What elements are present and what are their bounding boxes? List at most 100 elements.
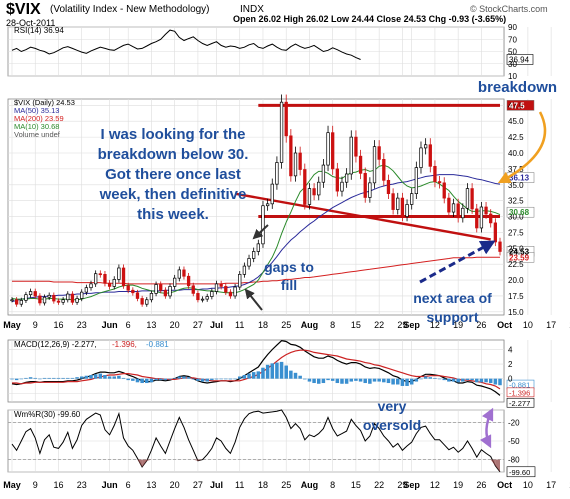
y-tick-label: 37.5 [508, 165, 524, 174]
macd-last-value: -1.396 [509, 388, 530, 397]
candle-body [224, 286, 228, 293]
x-tick-label-bottom: 20 [170, 480, 180, 490]
x-tick-label-price: 11 [235, 320, 244, 330]
price-legend-item: Volume undef [14, 130, 61, 139]
macd-histogram-bar [186, 377, 191, 379]
chart-date: 28-Oct-2011 [6, 18, 56, 28]
macd-histogram-bar [382, 378, 386, 383]
candle-body [66, 293, 70, 301]
x-tick-label-bottom: May [3, 480, 21, 490]
annotation-gaps: gaps to fill [264, 259, 314, 293]
x-tick-label-price: 8 [330, 320, 335, 330]
macd-histogram-bar [28, 377, 33, 379]
macd-histogram-bar [419, 378, 423, 380]
x-tick-label-bottom: Oct [497, 480, 512, 490]
macd-histogram-bar [340, 378, 344, 384]
x-tick-label-bottom: 16 [53, 480, 63, 490]
candle-body [372, 146, 377, 184]
macd-histogram-bar [414, 378, 419, 382]
candle-body [210, 291, 214, 297]
candle-body [177, 269, 181, 279]
candle-body [10, 299, 14, 302]
macd-histogram-bar [488, 378, 493, 384]
macd-histogram-bar [409, 378, 414, 385]
macd-histogram-bar [391, 378, 395, 385]
candle-body [386, 179, 391, 195]
candle-body [186, 275, 191, 287]
x-tick-label-bottom: 19 [453, 480, 463, 490]
x-tick-label-bottom: 26 [476, 480, 486, 490]
macd-histogram-bar [405, 378, 409, 386]
y-tick-label: 0 [508, 375, 513, 384]
x-tick-label-price: Sep [403, 320, 420, 330]
candle-body [391, 193, 395, 210]
x-tick-label-bottom: 29 [397, 480, 407, 490]
x-tick-label-bottom: 27 [193, 480, 203, 490]
candle-body [400, 197, 405, 217]
x-tick-label-price: May [3, 320, 21, 330]
macd-histogram-bar [335, 378, 340, 384]
macd-histogram-bar [377, 378, 381, 382]
x-tick-label-bottom: 17 [546, 480, 556, 490]
candle-body [238, 273, 242, 288]
macd-last-value: -0.881 [509, 381, 530, 390]
price-legend-item: $VIX (Daily) 24.53 [14, 98, 75, 107]
macd-histogram-bar [321, 378, 326, 384]
macd-histogram-bar [61, 377, 65, 379]
x-tick-label-price: 6 [126, 320, 131, 330]
macd-histogram-bar [103, 375, 107, 379]
y-tick-label: -20 [508, 418, 520, 427]
candle-body [228, 291, 233, 297]
y-tick-label: 32.5 [508, 197, 524, 206]
price-legend-item: MA(10) 30.68 [14, 122, 59, 131]
x-tick-label-bottom: Sep [403, 480, 420, 490]
candle-body [131, 289, 135, 294]
macd-histogram-bar [75, 377, 79, 379]
candle-body [298, 152, 302, 170]
candle-body [498, 241, 502, 252]
x-tick-label-bottom: 13 [146, 480, 156, 490]
macd-histogram-bar [303, 378, 307, 380]
wmr-last-value-box [506, 466, 536, 478]
macd-histogram-bar [233, 378, 237, 380]
candle-body [265, 203, 270, 207]
macd-histogram-bar [84, 375, 89, 379]
x-tick-label-price: 26 [476, 320, 486, 330]
candle-body [47, 294, 51, 298]
macd-histogram-bar [316, 378, 321, 384]
macd-histogram-bar [135, 378, 140, 383]
x-tick-label-bottom: 12 [430, 480, 440, 490]
candle-body [233, 286, 237, 297]
x-tick-label-bottom: 25 [281, 480, 291, 490]
descending-trendline [234, 192, 491, 241]
candle-body [279, 101, 284, 163]
candle-body [33, 291, 37, 297]
macd-histogram-bar [56, 377, 61, 379]
wmr-oversold-fill [137, 459, 143, 468]
candle-body [461, 207, 465, 219]
candle-body [377, 146, 381, 160]
wmr-legend: Wm%R(30) -99.60 [14, 410, 81, 419]
price-label-box [506, 206, 535, 218]
candle-body [145, 299, 149, 305]
macd-histogram-bar [14, 378, 19, 381]
rsi-line [11, 29, 361, 60]
candle-body [242, 265, 247, 275]
breakdown-arrow [497, 111, 547, 184]
candle-body [19, 300, 23, 305]
macd-legend-item: -1.396, [112, 340, 137, 349]
rsi-last-value: 36.94 [509, 55, 530, 64]
candle-body [303, 169, 307, 205]
macd-histogram-bar [279, 361, 284, 379]
candle-body [428, 144, 432, 167]
y-tick-label: 40.0 [508, 149, 524, 158]
y-tick-label: -50 [508, 437, 520, 446]
macd-histogram-bar [265, 364, 270, 379]
price-label-value: 47.5 [509, 101, 525, 110]
pane-frame-2 [7, 339, 505, 403]
x-tick-label-price: 27 [193, 320, 203, 330]
candle-body [382, 159, 386, 181]
macd-histogram-bar [177, 376, 182, 379]
macd-histogram-bar [172, 377, 177, 379]
